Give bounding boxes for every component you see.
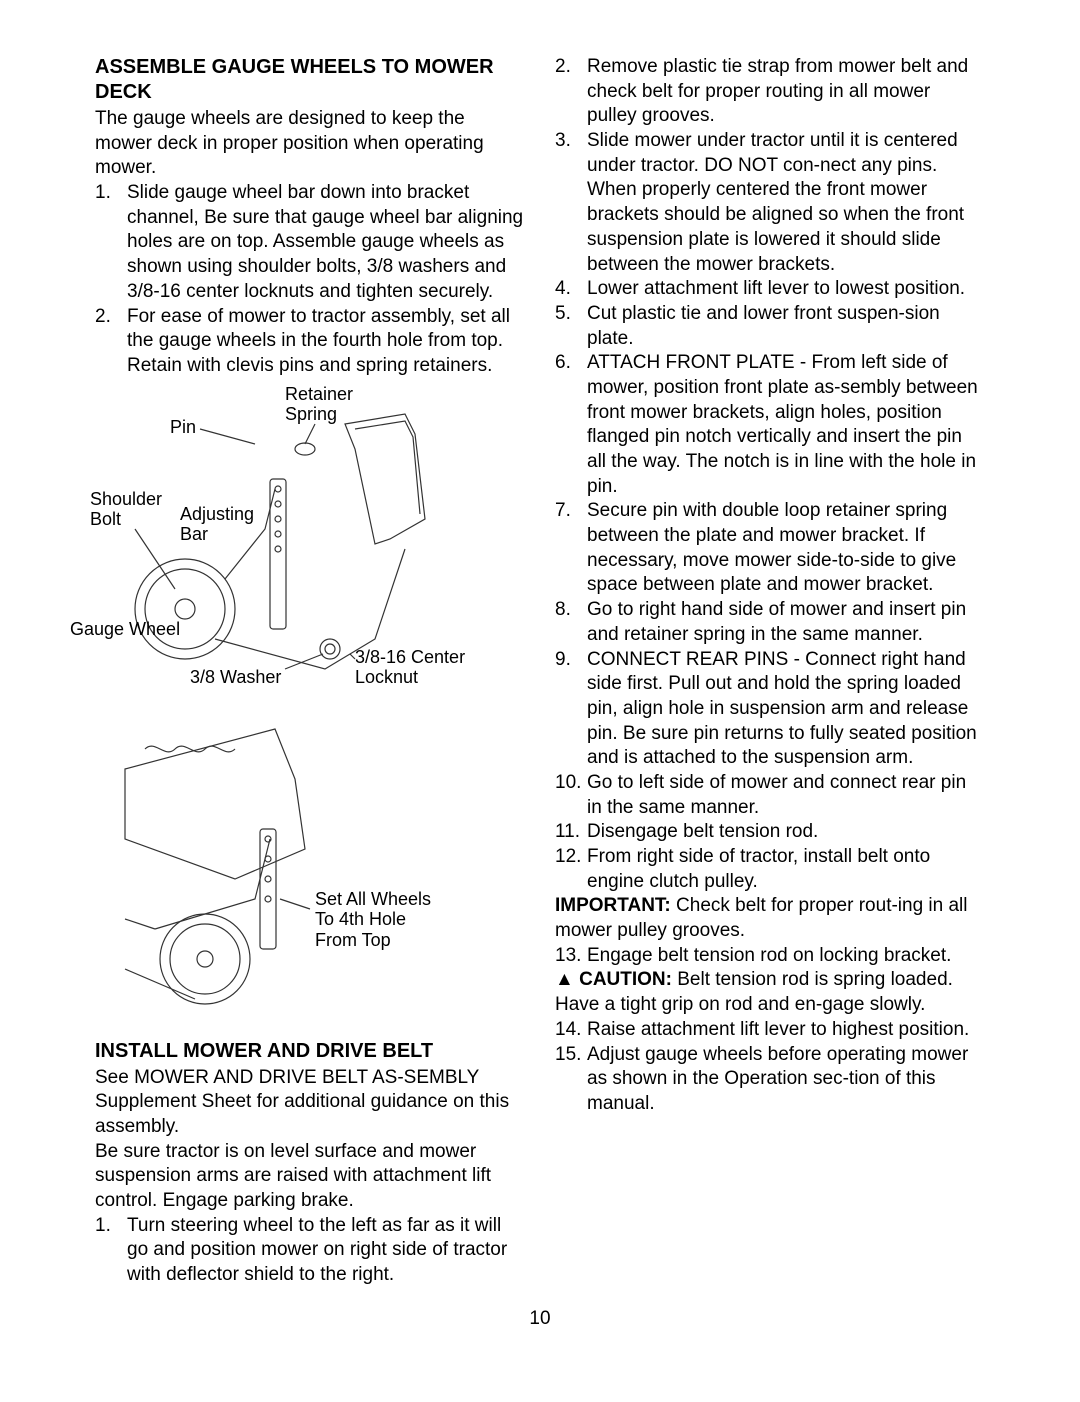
right-column: 2.Remove plastic tie strap from mower be… <box>555 55 985 1288</box>
list-item: 15.Adjust gauge wheels before operating … <box>555 1043 985 1117</box>
section1-intro: The gauge wheels are designed to keep th… <box>95 107 525 181</box>
step-text: Slide mower under tractor until it is ce… <box>587 130 964 274</box>
warning-icon: ▲ <box>555 969 574 990</box>
step-text: ATTACH FRONT PLATE - From left side of m… <box>587 352 978 496</box>
step-text: Secure pin with double loop retainer spr… <box>587 500 956 595</box>
step-text: From right side of tractor, install belt… <box>587 846 930 892</box>
list-item: 1.Slide gauge wheel bar down into bracke… <box>95 181 525 304</box>
section2-heading: INSTALL MOWER AND DRIVE BELT <box>95 1039 525 1064</box>
list-item: 2.Remove plastic tie strap from mower be… <box>555 55 985 129</box>
left-column: ASSEMBLE GAUGE WHEELS TO MOWER DECK The … <box>95 55 525 1288</box>
step-text: Slide gauge wheel bar down into bracket … <box>127 182 523 302</box>
step-text: Turn steering wheel to the left as far a… <box>127 1215 507 1285</box>
step-text: For ease of mower to tractor assembly, s… <box>127 306 510 376</box>
list-item: 11.Disengage belt tension rod. <box>555 820 985 845</box>
important-label: IMPORTANT: <box>555 895 671 916</box>
label-adjusting-bar: Adjusting Bar <box>180 504 254 545</box>
right-step-13: 13.Engage belt tension rod on locking br… <box>555 944 985 969</box>
list-item: 13.Engage belt tension rod on locking br… <box>555 944 985 969</box>
label-retainer-spring: Retainer Spring <box>285 384 353 425</box>
diagram-area: Retainer Spring Pin Shoulder Bolt Adjust… <box>95 389 525 1019</box>
step-text: Cut plastic tie and lower front suspen-s… <box>587 303 940 349</box>
list-item: 7.Secure pin with double loop retainer s… <box>555 499 985 598</box>
right-steps-main: 2.Remove plastic tie strap from mower be… <box>555 55 985 894</box>
list-item: 1.Turn steering wheel to the left as far… <box>95 1214 525 1288</box>
label-shoulder-bolt: Shoulder Bolt <box>90 489 162 530</box>
important-note: IMPORTANT: Check belt for proper rout-in… <box>555 894 985 943</box>
list-item: 3.Slide mower under tractor until it is … <box>555 129 985 277</box>
step-text: Disengage belt tension rod. <box>587 821 818 842</box>
section2-intro2: Be sure tractor is on level surface and … <box>95 1140 525 1214</box>
list-item: 14.Raise attachment lift lever to highes… <box>555 1018 985 1043</box>
caution-label: CAUTION: <box>574 969 672 990</box>
list-item: 5.Cut plastic tie and lower front suspen… <box>555 302 985 351</box>
list-item: 6.ATTACH FRONT PLATE - From left side of… <box>555 351 985 499</box>
label-locknut: 3/8-16 Center Locknut <box>355 647 465 688</box>
label-gauge-wheel: Gauge Wheel <box>70 619 180 640</box>
step-text: Adjust gauge wheels before operating mow… <box>587 1044 968 1114</box>
right-steps-end: 14.Raise attachment lift lever to highes… <box>555 1018 985 1117</box>
step-text: Remove plastic tie strap from mower belt… <box>587 56 968 126</box>
step-text: Go to left side of mower and connect rea… <box>587 772 966 818</box>
step-text: Engage belt tension rod on locking brack… <box>587 945 951 966</box>
list-item: 9.CONNECT REAR PINS - Connect right hand… <box>555 648 985 771</box>
list-item: 2.For ease of mower to tractor assembly,… <box>95 305 525 379</box>
page-content: ASSEMBLE GAUGE WHEELS TO MOWER DECK The … <box>95 55 985 1288</box>
section2-intro1: See MOWER AND DRIVE BELT AS-SEMBLY Suppl… <box>95 1066 525 1140</box>
list-item: 8.Go to right hand side of mower and ins… <box>555 598 985 647</box>
label-washer: 3/8 Washer <box>190 667 281 688</box>
section2-steps: 1.Turn steering wheel to the left as far… <box>95 1214 525 1288</box>
step-text: Raise attachment lift lever to highest p… <box>587 1019 969 1040</box>
label-pin: Pin <box>170 417 196 438</box>
gauge-wheel-diagram <box>95 389 525 1019</box>
section1-steps: 1.Slide gauge wheel bar down into bracke… <box>95 181 525 379</box>
step-text: Go to right hand side of mower and inser… <box>587 599 966 645</box>
list-item: 4.Lower attachment lift lever to lowest … <box>555 277 985 302</box>
caution-note: ▲ CAUTION: Belt tension rod is spring lo… <box>555 968 985 1017</box>
list-item: 10.Go to left side of mower and connect … <box>555 771 985 820</box>
step-text: Lower attachment lift lever to lowest po… <box>587 278 965 299</box>
label-set-wheels: Set All Wheels To 4th Hole From Top <box>315 889 431 951</box>
step-text: CONNECT REAR PINS - Connect right hand s… <box>587 649 977 769</box>
list-item: 12.From right side of tractor, install b… <box>555 845 985 894</box>
section1-heading: ASSEMBLE GAUGE WHEELS TO MOWER DECK <box>95 55 525 105</box>
page-number: 10 <box>95 1308 985 1330</box>
